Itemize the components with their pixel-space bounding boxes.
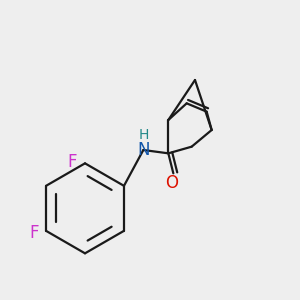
Text: O: O (165, 174, 178, 192)
Text: H: H (138, 128, 148, 142)
Text: F: F (29, 224, 39, 242)
Text: N: N (137, 141, 150, 159)
Text: F: F (67, 153, 77, 171)
